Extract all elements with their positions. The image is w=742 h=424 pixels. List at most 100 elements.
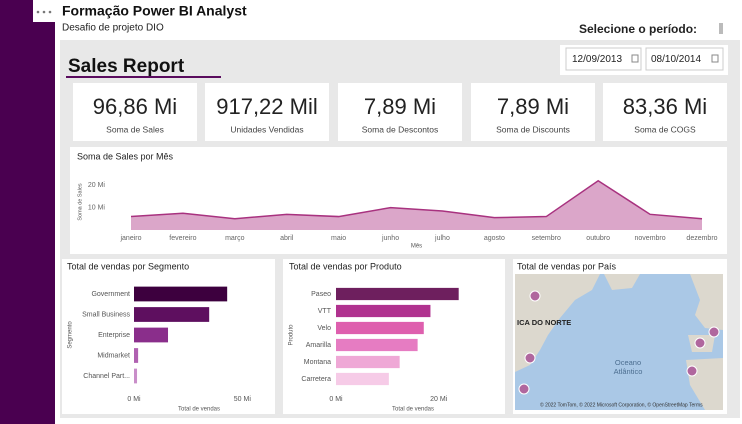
- y-tick-label: 20 Mi: [88, 182, 106, 189]
- y-axis-label: Produto: [289, 324, 295, 346]
- y-tick-label: Velo: [317, 325, 331, 332]
- kpi-card: [73, 83, 197, 141]
- bar: [134, 307, 210, 322]
- kpi-card: [471, 83, 595, 141]
- map-bubble[interactable]: [686, 365, 698, 377]
- bar: [336, 372, 389, 386]
- y-axis-label: Segmento: [68, 321, 74, 349]
- x-tick-label: novembro: [635, 235, 666, 242]
- bar: [134, 348, 139, 363]
- x-tick-label: maio: [331, 235, 346, 242]
- y-tick-label: Enterprise: [98, 332, 130, 339]
- bar: [336, 304, 431, 318]
- kpi-card: [338, 83, 462, 141]
- side-bar: [0, 0, 55, 424]
- menu-dot: [48, 10, 52, 14]
- map-bubble[interactable]: [518, 383, 530, 395]
- y-tick-label: Paseo: [311, 291, 331, 298]
- y-tick-label: Midmarket: [97, 352, 130, 359]
- x-axis-label: Total de vendas: [392, 407, 434, 413]
- x-tick-label: 0 Mi: [127, 396, 141, 403]
- report-title: Sales Report: [68, 56, 185, 77]
- date-end: 08/10/2014: [651, 54, 701, 65]
- map-land: [690, 274, 723, 330]
- card: [283, 259, 505, 414]
- chart-title: Soma de Sales por Mês: [77, 151, 174, 161]
- date-input[interactable]: [565, 47, 642, 71]
- bar: [336, 321, 424, 335]
- y-tick-label: VTT: [318, 308, 332, 315]
- x-axis-label: Mês: [411, 244, 422, 250]
- map-label: Atlântico: [614, 367, 643, 376]
- y-tick-label: Government: [91, 291, 130, 298]
- calendar-icon: [711, 54, 719, 63]
- date-start: 12/09/2013: [572, 54, 622, 65]
- bar: [134, 327, 169, 343]
- kpi-value: 7,89 Mi: [364, 94, 436, 119]
- x-tick-label: 20 Mi: [430, 396, 448, 403]
- map-label: ICA DO NORTE: [517, 318, 571, 327]
- area: [131, 180, 702, 230]
- card: [62, 259, 275, 414]
- y-axis-label: Soma de Sales: [77, 183, 83, 221]
- kpi-card: [205, 83, 329, 141]
- header-title: Formação Power BI Analyst: [62, 3, 247, 19]
- y-tick-label: Channel Part...: [83, 373, 130, 380]
- y-tick-label: Amarilla: [306, 342, 331, 349]
- x-axis-label: Total de vendas: [178, 407, 220, 413]
- bar: [336, 355, 400, 369]
- bar: [336, 338, 418, 352]
- x-tick-label: julho: [434, 235, 450, 242]
- x-tick-label: agosto: [484, 235, 505, 242]
- date-input[interactable]: [645, 47, 724, 71]
- menu-dot: [36, 10, 40, 14]
- map: ICA DO NORTE Oceano Atlântico © 2022 Tom…: [515, 274, 723, 410]
- y-tick-label: Carretera: [301, 376, 331, 383]
- kpi-label: Soma de Descontos: [362, 124, 439, 134]
- chart-title: Total de vendas por País: [517, 261, 617, 271]
- map-attribution: © 2022 TomTom, © 2022 Microsoft Corporat…: [540, 401, 703, 408]
- chart-title: Total de vendas por Produto: [289, 261, 402, 271]
- map-bubble[interactable]: [524, 352, 536, 364]
- slicer-icon: [719, 23, 723, 34]
- y-tick-label: Montana: [304, 359, 331, 366]
- line: [130, 179, 703, 220]
- map-bubble[interactable]: [694, 337, 706, 349]
- kpi-label: Unidades Vendidas: [230, 124, 303, 134]
- kpi-value: 7,89 Mi: [497, 94, 569, 119]
- kpi-value: 96,86 Mi: [93, 94, 177, 119]
- map-land: [604, 274, 640, 290]
- x-tick-label: 50 Mi: [234, 396, 252, 403]
- kpi-label: Soma de COGS: [634, 124, 696, 134]
- charts: Soma de Sales por Mês 10 Mi 20 Mi Soma de S…: [67, 151, 718, 412]
- x-tick-label: abril: [280, 235, 294, 242]
- x-tick-label: 0 Mi: [329, 396, 343, 403]
- menu-dot: [42, 10, 46, 14]
- kpi-value: 83,36 Mi: [623, 94, 707, 119]
- x-tick-label: janeiro: [119, 235, 141, 242]
- kpi-card: [603, 83, 727, 141]
- x-tick-label: dezembro: [686, 235, 717, 242]
- x-tick-label: março: [225, 235, 245, 242]
- y-tick-label: 10 Mi: [88, 204, 106, 211]
- chart-title: Total de vendas por Segmento: [67, 261, 189, 271]
- bar: [336, 287, 459, 301]
- map-bubble[interactable]: [708, 326, 720, 338]
- kpi-row: 96,86 Mi Soma de Sales 917,22 Mil Unidades …: [73, 83, 727, 141]
- map-label: Oceano: [615, 358, 641, 367]
- x-tick-label: junho: [381, 235, 399, 242]
- kpi-value: 917,22 Mil: [216, 94, 318, 119]
- header-subtitle: Desafio de projeto DIO: [62, 23, 164, 34]
- x-tick-label: setembro: [532, 235, 561, 242]
- y-tick-label: Small Business: [82, 311, 130, 318]
- x-tick-label: outubro: [586, 235, 610, 242]
- period-label: Selecione o período:: [579, 22, 697, 36]
- x-tick-label: fevereiro: [169, 235, 196, 242]
- bar: [134, 368, 138, 384]
- bar: [134, 286, 228, 302]
- map-bubble[interactable]: [529, 290, 541, 302]
- kpi-label: Soma de Sales: [106, 124, 164, 134]
- calendar-icon: [631, 54, 639, 63]
- kpi-label: Soma de Discounts: [496, 124, 570, 134]
